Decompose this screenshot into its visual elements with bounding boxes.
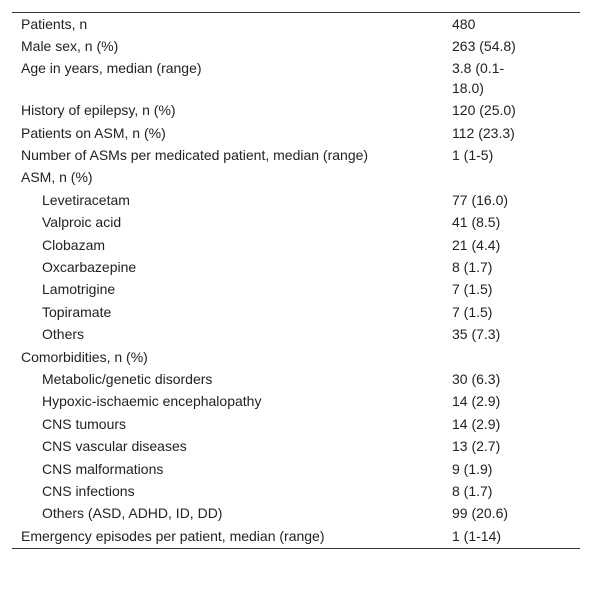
table-row: Oxcarbazepine 8 (1.7) xyxy=(12,256,580,278)
row-value: 77 (16.0) xyxy=(452,191,509,208)
table-row: Topiramate 7 (1.5) xyxy=(12,301,580,323)
table-body: Patients, n 480 Male sex, n (%) 263 (54.8) A… xyxy=(12,13,580,549)
table-row: CNS malformations 9 (1.9) xyxy=(12,458,580,480)
row-value: 7 (1.5) xyxy=(452,303,493,320)
row-label: Hypoxic-ischaemic encephalopathy xyxy=(42,393,262,410)
row-label: Emergency episodes per patient, median (… xyxy=(21,527,325,544)
row-label: Patients, n xyxy=(21,15,88,32)
table-row: CNS infections 8 (1.7) xyxy=(12,481,580,503)
row-value: 14 (2.9) xyxy=(452,415,501,432)
row-value: 3.8 (0.1-18.0) xyxy=(452,60,505,96)
row-label: Patients on ASM, n (%) xyxy=(21,124,166,141)
row-label: CNS vascular diseases xyxy=(42,438,187,455)
row-label: Clobazam xyxy=(42,236,106,253)
row-value: 1 (1-5) xyxy=(452,146,494,163)
empty-cell xyxy=(452,346,580,368)
row-value: 9 (1.9) xyxy=(452,460,493,477)
row-label: CNS tumours xyxy=(42,415,127,432)
table-row: Comorbidities, n (%) xyxy=(12,346,580,368)
row-label: Others xyxy=(42,326,85,343)
row-value: 480 xyxy=(452,15,476,32)
row-value: 8 (1.7) xyxy=(452,258,493,275)
table-row: Others 35 (7.3) xyxy=(12,324,580,346)
row-value: 41 (8.5) xyxy=(452,214,501,231)
table-row: ASM, n (%) xyxy=(12,167,580,189)
row-label: ASM, n (%) xyxy=(21,169,93,186)
table-row: Number of ASMs per medicated patient, me… xyxy=(12,144,580,166)
row-label: Topiramate xyxy=(42,303,112,320)
row-value: 13 (2.7) xyxy=(452,438,501,455)
row-label: Valproic acid xyxy=(42,214,122,231)
table-row: Patients on ASM, n (%) 112 (23.3) xyxy=(12,122,580,144)
table-row: CNS vascular diseases 13 (2.7) xyxy=(12,436,580,458)
table-row: Metabolic/genetic disorders 30 (6.3) xyxy=(12,369,580,391)
table-row: Levetiracetam 77 (16.0) xyxy=(12,189,580,211)
row-value: 30 (6.3) xyxy=(452,371,501,387)
row-label: History of epilepsy, n (%) xyxy=(21,102,176,119)
table-row: Male sex, n (%) 263 (54.8) xyxy=(12,35,580,57)
row-value: 112 (23.3) xyxy=(452,124,515,141)
row-value: 8 (1.7) xyxy=(452,483,493,500)
table-row: History of epilepsy, n (%) 120 (25.0) xyxy=(12,100,580,122)
row-label: Metabolic/genetic disorders xyxy=(42,371,213,387)
table-row: Patients, n 480 xyxy=(12,13,580,36)
table-row: Hypoxic-ischaemic encephalopathy 14 (2.9) xyxy=(12,391,580,413)
data-table: Patients, n 480 Male sex, n (%) 263 (54.8) A… xyxy=(12,12,580,549)
table-row: Valproic acid 41 (8.5) xyxy=(12,212,580,234)
row-label: Age in years, median (range) xyxy=(21,60,202,77)
row-value: 99 (20.6) xyxy=(452,505,509,522)
row-value: 14 (2.9) xyxy=(452,393,501,410)
row-value: 7 (1.5) xyxy=(452,281,493,298)
table-row: CNS tumours 14 (2.9) xyxy=(12,413,580,435)
table-row: Lamotrigine 7 (1.5) xyxy=(12,279,580,301)
table-row: Clobazam 21 (4.4) xyxy=(12,234,580,256)
table-row: Others (ASD, ADHD, ID, DD) 99 (20.6) xyxy=(12,503,580,525)
row-value: 35 (7.3) xyxy=(452,326,501,343)
row-label: Number of ASMs per medicated patient, me… xyxy=(21,146,369,163)
row-label: Male sex, n (%) xyxy=(21,37,119,54)
row-label: Others (ASD, ADHD, ID, DD) xyxy=(42,505,223,522)
row-value: 21 (4.4) xyxy=(452,236,501,253)
row-label: Comorbidities, n (%) xyxy=(21,348,148,365)
empty-cell xyxy=(452,167,580,189)
row-label: Oxcarbazepine xyxy=(42,258,137,275)
row-value: 263 (54.8) xyxy=(452,37,516,54)
row-value: 120 (25.0) xyxy=(452,102,516,119)
row-label: CNS malformations xyxy=(42,460,164,477)
table-row: Age in years, median (range) 3.8 (0.1-18.… xyxy=(12,58,580,100)
row-label: Lamotrigine xyxy=(42,281,116,298)
row-value: 1 (1-14) xyxy=(452,527,502,544)
row-label: CNS infections xyxy=(42,483,135,500)
row-label: Levetiracetam xyxy=(42,191,130,208)
table-row: Emergency episodes per patient, median (… xyxy=(12,525,580,548)
